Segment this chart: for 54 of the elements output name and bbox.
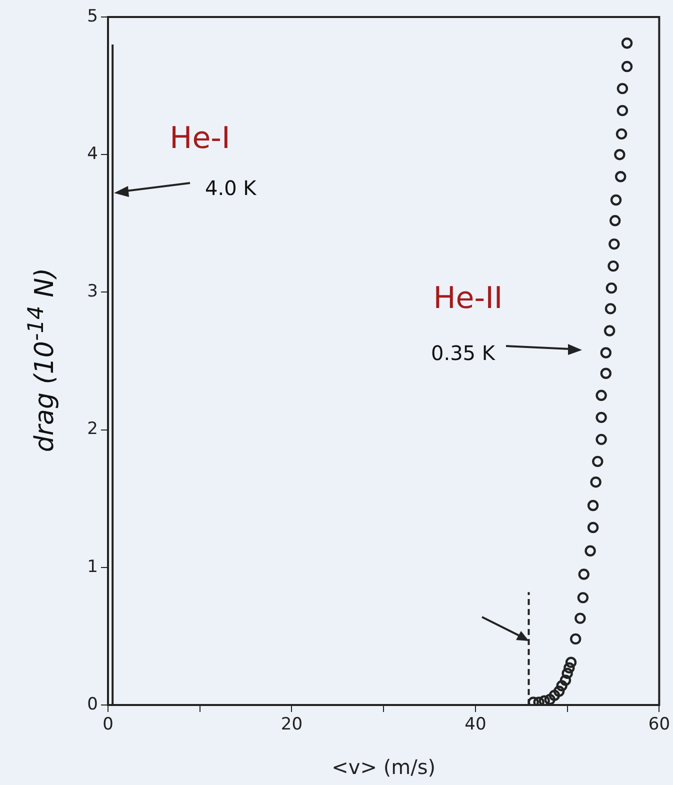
point (548, 690, 560, 701)
point (614, 149, 626, 160)
point (600, 347, 612, 358)
point (592, 456, 604, 468)
annotation: He-I (170, 120, 230, 156)
x-tick-label: 60 (648, 714, 670, 735)
point (553, 686, 565, 697)
point (544, 694, 556, 705)
point (604, 303, 616, 314)
point (565, 656, 577, 668)
point (616, 128, 628, 140)
point (538, 695, 550, 705)
y-tick-label: 2 (87, 419, 98, 440)
point (562, 668, 573, 679)
point (621, 60, 633, 72)
x-tick-label: 20 (280, 714, 303, 735)
point (590, 476, 602, 488)
y-tick-label: 0 (87, 694, 98, 714)
point (578, 568, 590, 580)
point (596, 390, 607, 401)
point (556, 680, 568, 692)
point (609, 215, 621, 226)
point (600, 368, 612, 379)
point (608, 260, 619, 272)
point (533, 696, 544, 705)
annotation: 0.35 K (430, 341, 496, 366)
point (596, 434, 607, 446)
point (616, 104, 628, 116)
point (560, 674, 572, 686)
annotation: He-II (433, 280, 503, 316)
point (528, 696, 539, 705)
y-tick-label: 4 (87, 144, 98, 164)
point (608, 238, 620, 250)
x-tick-label: 0 (102, 714, 114, 735)
x-axis-title: <v> (m/s) (332, 755, 436, 780)
y-tick-label: 1 (87, 556, 98, 577)
x-tick-label: 40 (464, 714, 486, 735)
point (621, 38, 633, 49)
point (564, 662, 575, 674)
y-tick-label: 5 (87, 6, 98, 26)
y-tick-label: 3 (87, 282, 98, 302)
point (604, 325, 616, 336)
point (596, 412, 607, 424)
point (606, 282, 618, 294)
annotation: 4.0 K (205, 176, 258, 200)
point (574, 612, 586, 624)
point (615, 171, 626, 182)
point (587, 522, 599, 534)
point (570, 633, 582, 645)
point (584, 545, 596, 556)
point (587, 500, 599, 512)
point (577, 592, 589, 604)
point (610, 194, 622, 206)
point (616, 82, 628, 94)
